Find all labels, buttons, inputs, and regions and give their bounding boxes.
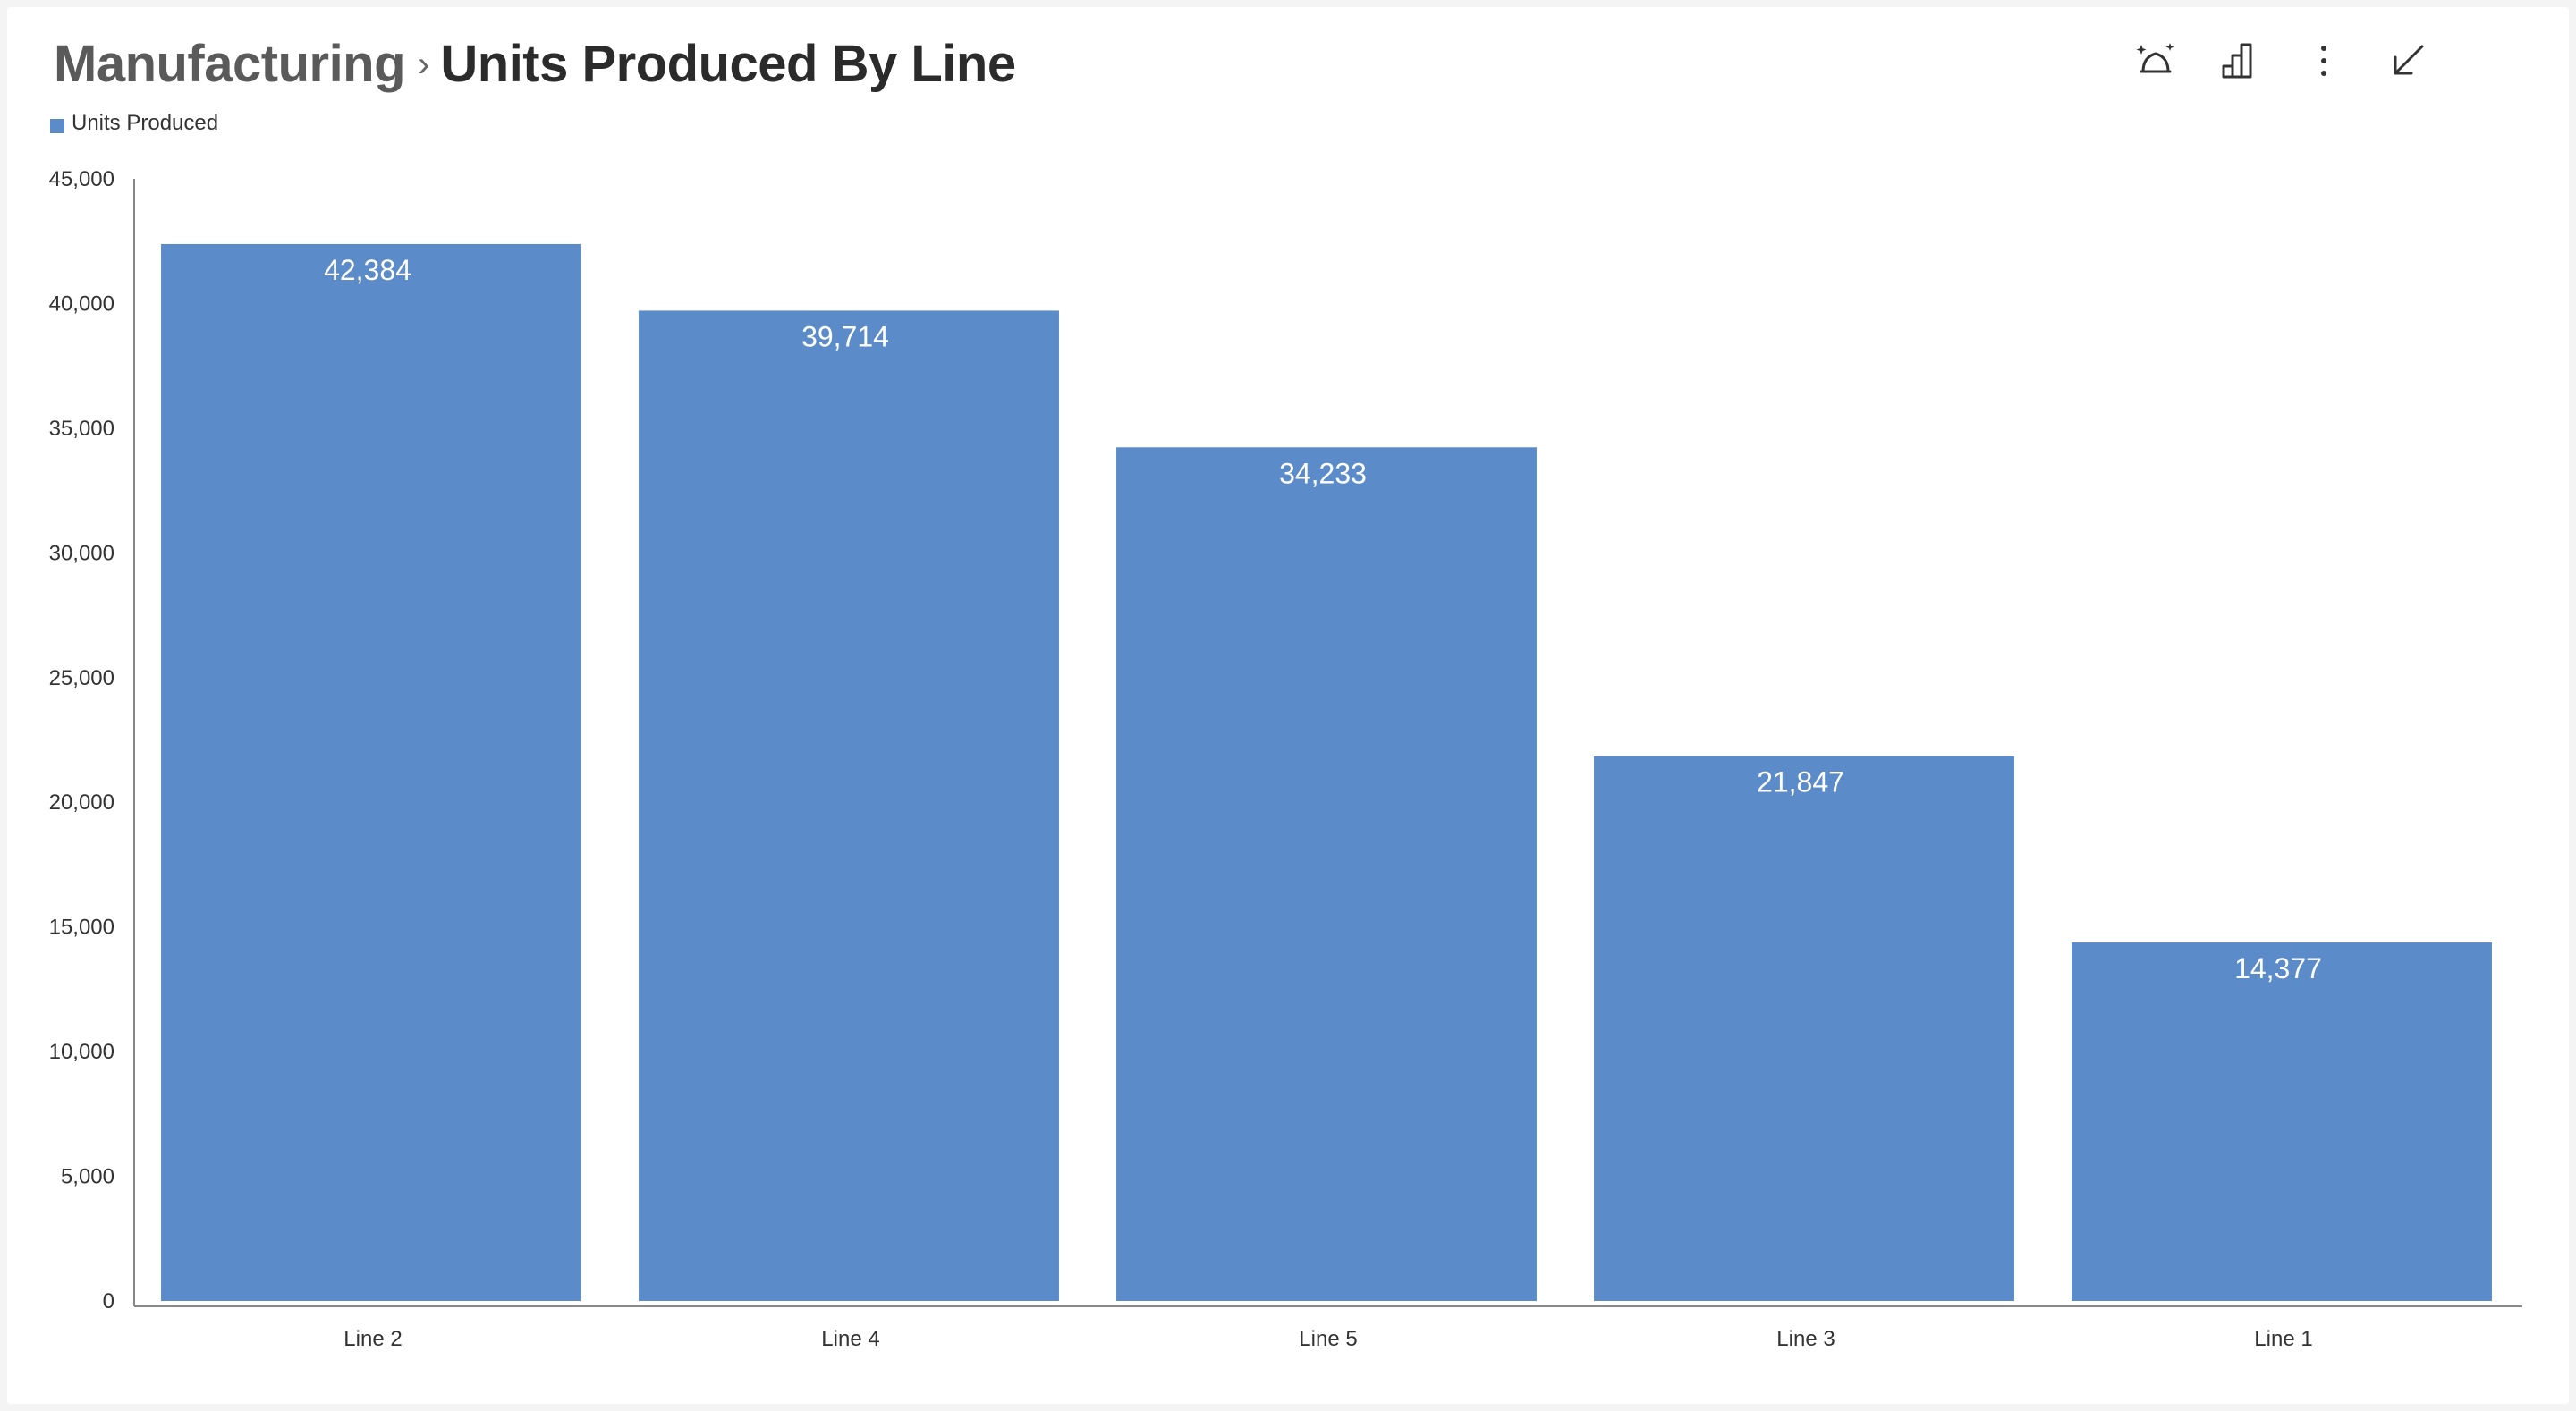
bar-data-label: 42,384	[324, 254, 411, 286]
bar-data-label: 34,233	[1279, 457, 1367, 489]
insights-button[interactable]	[2129, 34, 2182, 88]
bar-data-label: 39,714	[801, 320, 889, 352]
y-tick-label: 25,000	[49, 666, 114, 690]
bar	[2072, 942, 2492, 1301]
header: Manufacturing › Units Produced By Line	[54, 34, 1016, 94]
x-tick-label: Line 2	[343, 1327, 402, 1351]
bar-data-label: 21,847	[1757, 766, 1844, 798]
bar	[1594, 756, 2014, 1301]
x-tick-label: Line 4	[821, 1327, 879, 1351]
more-options-button[interactable]	[2297, 34, 2351, 88]
y-tick-label: 20,000	[49, 790, 114, 815]
insight-sparkle-icon	[2136, 43, 2174, 73]
y-tick-label: 35,000	[49, 417, 114, 441]
x-tick-label: Line 5	[1299, 1327, 1357, 1351]
bar-data-label: 14,377	[2234, 952, 2322, 984]
bar	[1116, 447, 1537, 1301]
y-tick-label: 10,000	[49, 1040, 114, 1064]
legend: Units Produced	[50, 111, 218, 136]
y-tick-label: 0	[103, 1289, 114, 1314]
bar	[161, 243, 581, 1302]
chart-type-button[interactable]	[2213, 34, 2267, 88]
bar	[639, 310, 1059, 1301]
page-title: Units Produced By Line	[440, 35, 1016, 93]
legend-swatch	[50, 119, 64, 133]
collapse-icon	[2394, 45, 2424, 75]
y-tick-label: 15,000	[49, 916, 114, 940]
collapse-button[interactable]	[2381, 34, 2435, 88]
y-tick-label: 5,000	[61, 1165, 114, 1189]
y-tick-label: 30,000	[49, 541, 114, 565]
x-tick-label: Line 3	[1776, 1327, 1835, 1351]
y-tick-label: 40,000	[49, 291, 114, 316]
legend-label: Units Produced	[72, 111, 219, 135]
breadcrumb-manufacturing[interactable]: Manufacturing	[54, 35, 406, 93]
breadcrumb-separator: ›	[418, 45, 430, 84]
y-tick-label: 45,000	[49, 167, 114, 191]
more-vertical-icon	[2321, 46, 2326, 76]
x-tick-label: Line 1	[2254, 1327, 2312, 1351]
chart-type-icon	[2222, 43, 2252, 79]
